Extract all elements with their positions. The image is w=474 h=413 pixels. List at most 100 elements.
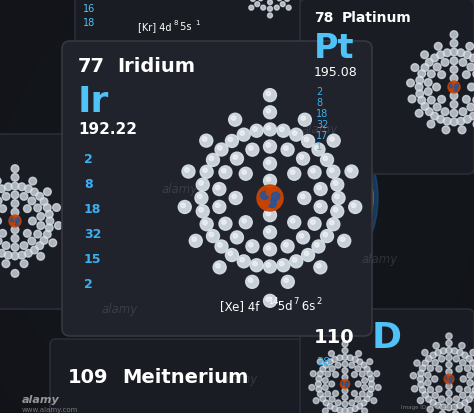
Circle shape (272, 195, 280, 203)
Circle shape (282, 276, 294, 289)
Circle shape (34, 231, 42, 238)
Circle shape (327, 359, 333, 365)
Circle shape (281, 240, 294, 253)
Circle shape (242, 219, 246, 223)
Circle shape (460, 392, 466, 399)
Circle shape (450, 40, 458, 48)
Circle shape (46, 224, 53, 232)
Circle shape (301, 116, 306, 121)
Circle shape (342, 341, 348, 347)
Circle shape (344, 380, 346, 384)
Circle shape (446, 397, 452, 404)
Circle shape (310, 371, 316, 377)
Text: 1: 1 (316, 142, 322, 152)
Circle shape (291, 219, 295, 223)
Circle shape (30, 189, 38, 196)
Circle shape (362, 377, 368, 384)
Circle shape (450, 66, 458, 74)
Circle shape (438, 396, 445, 402)
Circle shape (36, 193, 44, 201)
Circle shape (433, 343, 439, 349)
Circle shape (262, 198, 270, 206)
Circle shape (209, 233, 214, 237)
Circle shape (418, 370, 424, 377)
Circle shape (0, 230, 7, 237)
Circle shape (11, 235, 19, 243)
Circle shape (458, 127, 466, 135)
Circle shape (347, 355, 353, 361)
Circle shape (342, 401, 348, 407)
Circle shape (449, 377, 453, 380)
Circle shape (367, 391, 373, 397)
Circle shape (313, 398, 319, 404)
Circle shape (266, 143, 271, 148)
Text: 18: 18 (84, 203, 101, 216)
FancyBboxPatch shape (62, 42, 372, 336)
Circle shape (375, 385, 381, 390)
Text: [Xe] 4f: [Xe] 4f (220, 300, 259, 313)
Circle shape (415, 345, 474, 413)
Circle shape (452, 411, 459, 413)
Circle shape (467, 380, 473, 386)
Circle shape (408, 96, 416, 104)
Circle shape (318, 371, 323, 377)
Circle shape (235, 0, 305, 25)
Circle shape (0, 185, 6, 193)
Text: Image ID: 2ADE18K: Image ID: 2ADE18K (401, 404, 455, 410)
Circle shape (314, 261, 327, 274)
Circle shape (467, 64, 474, 71)
Circle shape (308, 218, 321, 230)
Circle shape (446, 355, 452, 361)
Circle shape (340, 380, 350, 389)
Circle shape (329, 366, 335, 372)
Circle shape (2, 260, 10, 268)
Text: Platinum: Platinum (342, 11, 412, 25)
Circle shape (433, 104, 441, 112)
Circle shape (20, 260, 28, 268)
Circle shape (327, 218, 340, 231)
Circle shape (16, 220, 19, 223)
Circle shape (329, 381, 335, 387)
Circle shape (267, 14, 273, 19)
Circle shape (239, 168, 252, 181)
Circle shape (432, 392, 438, 399)
Circle shape (313, 353, 376, 413)
Circle shape (456, 386, 462, 392)
Circle shape (257, 185, 283, 211)
Circle shape (9, 216, 21, 228)
Circle shape (450, 85, 454, 88)
Circle shape (342, 354, 348, 361)
Circle shape (438, 96, 446, 104)
Circle shape (422, 392, 428, 398)
FancyBboxPatch shape (300, 0, 474, 175)
Circle shape (196, 205, 209, 218)
Circle shape (374, 371, 380, 377)
Circle shape (2, 193, 10, 201)
Circle shape (347, 407, 353, 413)
Circle shape (216, 264, 220, 268)
Circle shape (453, 396, 459, 402)
Circle shape (216, 204, 220, 208)
Circle shape (10, 218, 15, 222)
Circle shape (417, 397, 424, 404)
Circle shape (11, 174, 19, 182)
Circle shape (207, 154, 219, 167)
Text: 2: 2 (316, 297, 321, 306)
Circle shape (11, 209, 19, 216)
Circle shape (216, 145, 324, 252)
Circle shape (470, 55, 474, 63)
Circle shape (292, 131, 297, 136)
Circle shape (407, 80, 414, 88)
Circle shape (450, 32, 458, 39)
Text: 109: 109 (68, 368, 109, 387)
Circle shape (432, 360, 438, 366)
Circle shape (433, 84, 440, 92)
Circle shape (463, 71, 470, 79)
Circle shape (344, 385, 347, 387)
Circle shape (342, 375, 348, 380)
Circle shape (44, 204, 51, 212)
Circle shape (472, 387, 474, 393)
Circle shape (427, 60, 474, 115)
Circle shape (446, 390, 452, 396)
Circle shape (13, 217, 17, 221)
